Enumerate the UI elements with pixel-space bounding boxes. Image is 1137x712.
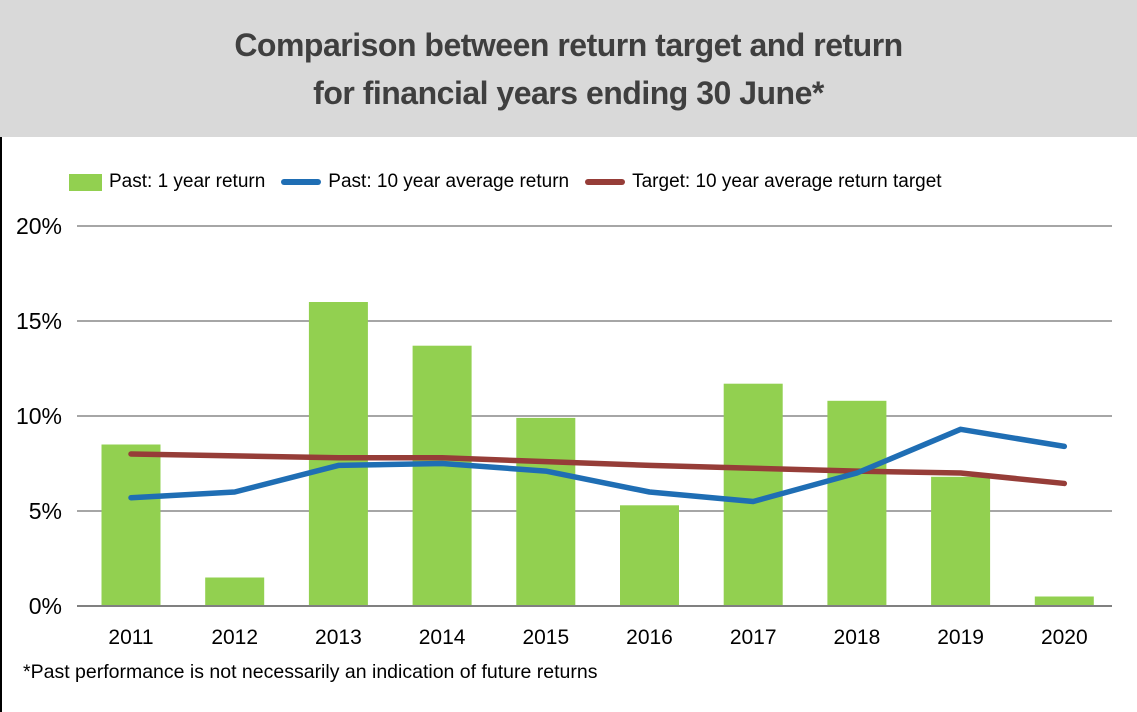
- y-axis-tick-label: 5%: [29, 498, 62, 524]
- bar-2013: [308, 302, 368, 606]
- chart-title-line-2: for financial years ending 30 June*: [313, 74, 824, 111]
- y-axis-tick-label: 15%: [16, 308, 62, 334]
- x-axis-tick-label: 2012: [211, 626, 258, 649]
- bar-2018: [827, 400, 887, 606]
- x-axis-tick-label: 2020: [1041, 626, 1088, 649]
- bar-2019: [931, 476, 991, 606]
- bar-2011: [101, 444, 161, 606]
- legend-label: Target: 10 year average return target: [632, 171, 942, 192]
- y-axis-tick-label: 10%: [16, 403, 62, 429]
- legend: Past: 1 year return Past: 10 year averag…: [69, 170, 958, 194]
- x-axis-tick-label: 2011: [108, 626, 153, 649]
- legend-label: Past: 10 year average return: [328, 171, 570, 192]
- footnote: *Past performance is not necessarily an …: [23, 661, 598, 683]
- legend-label: Past: 1 year return: [109, 171, 266, 192]
- y-axis-tick-label: 0%: [29, 593, 62, 619]
- legend-item-1-year-return: Past: 1 year return: [69, 171, 265, 193]
- legend-bar-swatch-icon: [69, 173, 102, 191]
- bar-2016: [620, 505, 679, 606]
- plot-area: 0% 5% 10% 15% 20% 2011 2012 2013 2014 2015 2016 201…: [16, 213, 1112, 649]
- x-axis-tick-label: 2013: [315, 626, 362, 649]
- x-axis-tick-label: 2019: [937, 626, 984, 649]
- bar-2012: [205, 577, 265, 606]
- line-series: [128, 451, 1068, 487]
- x-axis-tick-label: 2016: [626, 626, 673, 649]
- line-series: [128, 426, 1068, 505]
- bar-2014: [412, 345, 472, 606]
- x-axis-tick-label: 2017: [730, 626, 777, 649]
- title-band: Comparison between return target and ret…: [0, 0, 1137, 137]
- legend-line-swatch-icon: [585, 179, 626, 185]
- x-axis-tick-label: 2018: [834, 626, 881, 649]
- y-axis-tick-label: 20%: [16, 213, 62, 239]
- bar-2020: [1034, 596, 1094, 606]
- chart-title-line-1: Comparison between return target and ret…: [234, 26, 903, 63]
- legend-line-swatch-icon: [281, 179, 322, 185]
- legend-item-10-year-average-return: Past: 10 year average return: [281, 171, 569, 193]
- x-axis-tick-label: 2015: [522, 626, 569, 649]
- bar-2015: [516, 417, 576, 606]
- x-axis-tick-label: 2014: [419, 626, 466, 649]
- legend-item-return-target: Target: 10 year average return target: [585, 171, 942, 193]
- chart-section: Past: 1 year return Past: 10 year averag…: [0, 137, 1137, 712]
